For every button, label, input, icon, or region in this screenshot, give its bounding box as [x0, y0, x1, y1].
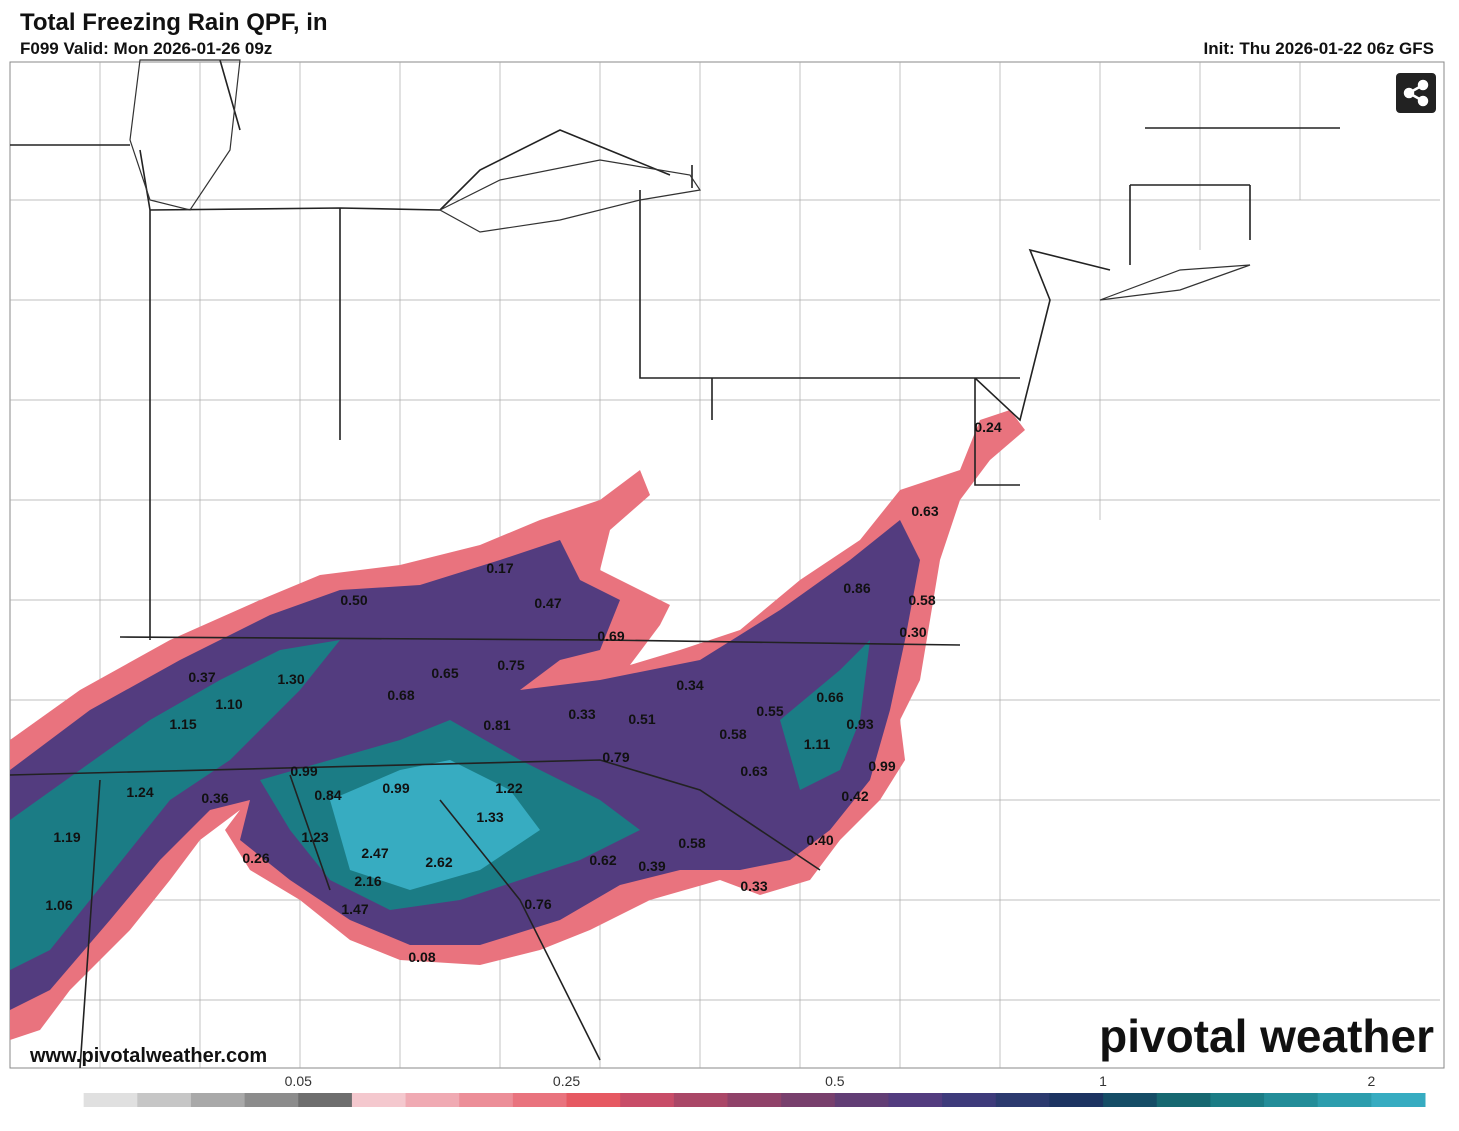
point-value: 0.63 — [911, 503, 938, 519]
point-value: 0.63 — [740, 763, 767, 779]
point-value: 1.06 — [45, 897, 72, 913]
point-value: 0.08 — [408, 949, 435, 965]
colorbar-tick-label: 2 — [1367, 1073, 1375, 1089]
colorbar-swatch — [351, 1093, 407, 1107]
colorbar-swatch — [83, 1093, 138, 1107]
point-value: 2.47 — [361, 845, 388, 861]
point-value: 0.33 — [568, 706, 595, 722]
point-value: 1.11 — [804, 736, 831, 752]
colorbar-tick-label: 1 — [1099, 1073, 1107, 1089]
point-value: 1.10 — [215, 696, 242, 712]
point-value: 0.30 — [899, 624, 926, 640]
map-frame — [9, 61, 1445, 1069]
point-value: 1.24 — [126, 784, 153, 800]
point-value: 0.65 — [431, 665, 458, 681]
point-value: 0.68 — [387, 687, 414, 703]
lake-erie — [438, 159, 702, 233]
point-value: 0.99 — [868, 758, 895, 774]
colorbar-tick-label: 0.25 — [553, 1073, 580, 1089]
colorbar-swatch — [1264, 1093, 1319, 1107]
colorbar-swatch — [1156, 1093, 1211, 1107]
map: 0.24 0.63 0.17 0.47 0.50 0.86 0.58 0.30 0.69 0.37… — [9, 59, 1445, 1069]
point-value: 0.51 — [628, 711, 655, 727]
colorbar-swatch — [405, 1093, 460, 1107]
colorbar-swatch — [30, 1093, 85, 1107]
point-value: 0.24 — [974, 419, 1001, 435]
colorbar-swatch — [137, 1093, 192, 1107]
point-value: 0.40 — [806, 832, 833, 848]
point-value: 0.37 — [188, 669, 215, 685]
point-value: 1.22 — [495, 780, 522, 796]
colorbar-swatch — [834, 1093, 889, 1107]
colorbar-swatch — [1049, 1093, 1104, 1107]
point-value: 0.99 — [290, 763, 317, 779]
point-value: 0.76 — [524, 896, 551, 912]
point-value: 0.50 — [340, 592, 367, 608]
point-value: 2.62 — [425, 854, 452, 870]
point-value: 0.66 — [816, 689, 843, 705]
point-value: 0.34 — [676, 677, 703, 693]
colorbar-swatch — [781, 1093, 836, 1107]
title: Total Freezing Rain QPF, in — [20, 9, 328, 36]
colorbar-swatch — [727, 1093, 782, 1107]
colorbar-swatch — [1371, 1093, 1426, 1107]
watermark: pivotal weather — [1099, 1010, 1434, 1062]
colorbar-swatch — [673, 1093, 728, 1107]
share-button[interactable] — [1396, 73, 1436, 113]
colorbar-swatch — [244, 1093, 299, 1107]
point-value: 0.93 — [846, 716, 873, 732]
colorbar-swatch — [512, 1093, 568, 1107]
colorbar-swatch — [298, 1093, 353, 1107]
colorbar-tick-label: 0.5 — [825, 1073, 845, 1089]
point-value: 0.58 — [908, 592, 935, 608]
point-value: 0.47 — [534, 595, 561, 611]
lake-michigan — [129, 59, 241, 211]
point-value: 0.33 — [740, 878, 767, 894]
colorbar: 0.05 0.25 0.5 1 2 — [30, 1073, 1426, 1107]
colorbar-swatch — [620, 1093, 675, 1107]
site-url: www.pivotalweather.com — [29, 1045, 267, 1067]
point-value: 0.62 — [589, 852, 616, 868]
point-value: 0.42 — [841, 788, 868, 804]
point-value: 0.17 — [486, 560, 513, 576]
point-value: 1.30 — [277, 671, 304, 687]
point-value: 0.58 — [719, 726, 746, 742]
precip-very-heavy — [330, 760, 540, 890]
point-value: 0.55 — [756, 703, 783, 719]
point-value: 1.47 — [341, 901, 368, 917]
point-value: 0.75 — [497, 657, 524, 673]
point-value: 1.19 — [53, 829, 80, 845]
colorbar-swatch — [566, 1093, 621, 1107]
colorbar-swatch — [1210, 1093, 1265, 1107]
point-value: 0.26 — [242, 850, 269, 866]
colorbar-swatch — [190, 1093, 246, 1107]
state-borders — [9, 59, 1340, 1069]
point-value: 1.15 — [169, 716, 196, 732]
point-value: 0.99 — [382, 780, 409, 796]
colorbar-swatch — [1317, 1093, 1372, 1107]
long-island — [1099, 264, 1251, 301]
point-value: 0.79 — [602, 749, 629, 765]
subtitle: F099 Valid: Mon 2026-01-26 09z — [20, 39, 272, 58]
share-icon — [1403, 79, 1429, 107]
colorbar-swatch — [995, 1093, 1050, 1107]
point-value: 1.33 — [476, 809, 503, 825]
point-value: 1.23 — [301, 829, 328, 845]
colorbar-tick-label: 0.05 — [285, 1073, 312, 1089]
colorbar-swatch — [1103, 1093, 1158, 1107]
point-value: 0.84 — [314, 787, 341, 803]
point-value: 0.69 — [597, 628, 624, 644]
colorbar-swatch — [942, 1093, 997, 1107]
point-value: 0.81 — [483, 717, 510, 733]
point-value: 0.39 — [638, 858, 665, 874]
colorbar-swatch — [459, 1093, 514, 1107]
point-value: 0.58 — [678, 835, 705, 851]
point-value: 2.16 — [354, 873, 381, 889]
point-value: 0.36 — [201, 790, 228, 806]
init-time: Init: Thu 2026-01-22 06z GFS — [1203, 39, 1434, 58]
point-value: 0.86 — [843, 580, 870, 596]
colorbar-swatch — [888, 1093, 943, 1107]
